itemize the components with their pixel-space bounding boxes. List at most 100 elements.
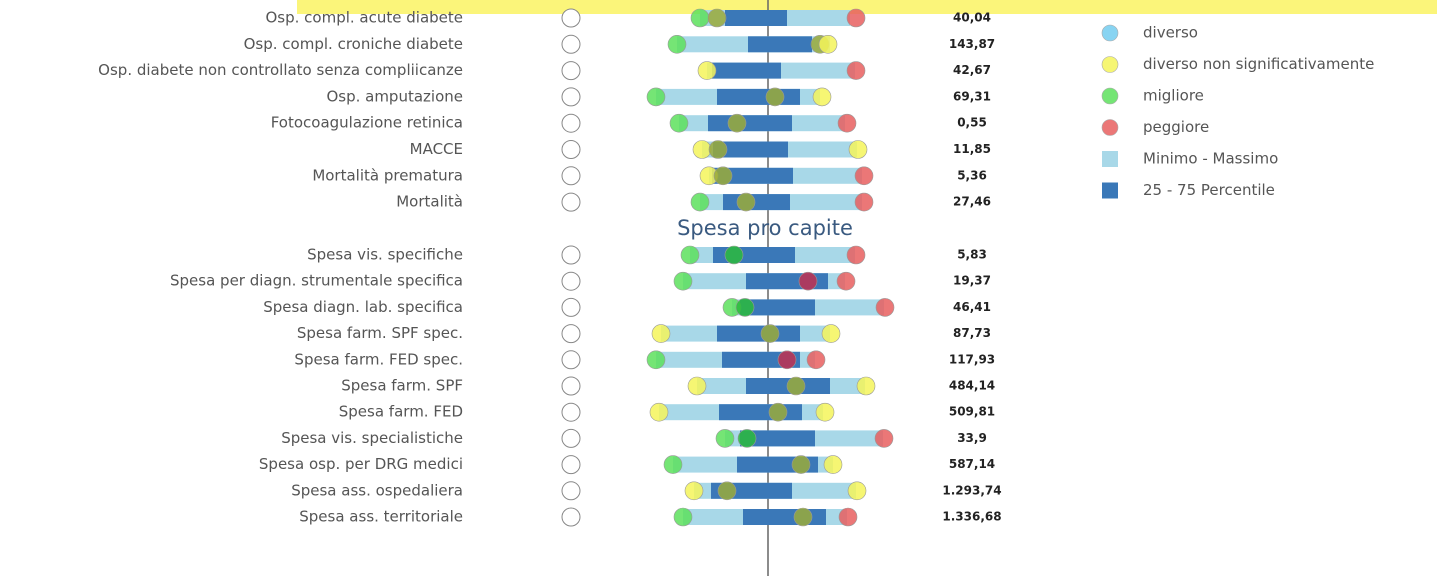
legend-symbol <box>1101 24 1119 42</box>
percentile-bar <box>719 404 802 421</box>
row-toggle[interactable] <box>561 481 581 501</box>
indicator-dot <box>777 350 797 370</box>
percentile-bar <box>717 325 800 342</box>
row-label: MACCE <box>410 140 463 158</box>
indicator-dot <box>818 34 838 54</box>
row-value: 1.336,68 <box>942 510 1001 524</box>
row-label: Osp. compl. acute diabete <box>265 9 463 27</box>
percentile-bar <box>708 115 792 132</box>
legend-label: migliore <box>1143 87 1204 105</box>
row-label: Mortalità prematura <box>312 166 463 184</box>
percentile-bar <box>748 36 812 53</box>
row-value: 42,67 <box>953 63 991 77</box>
indicator-dot <box>669 113 689 133</box>
row-label: Osp. diabete non controllato senza compl… <box>98 61 463 79</box>
indicator-dot <box>846 8 866 28</box>
row-label: Spesa diagn. lab. specifica <box>263 298 463 316</box>
percentile-bar <box>713 141 788 158</box>
indicator-dot <box>697 61 717 80</box>
row-toggle[interactable] <box>561 324 581 344</box>
indicator-dot <box>673 271 693 291</box>
indicator-dot <box>724 245 744 265</box>
row-label: Spesa per diagn. strumentale specifica <box>170 272 463 290</box>
row-toggle[interactable] <box>561 166 581 186</box>
row-value: 40,04 <box>953 11 991 25</box>
indicator-dot <box>690 192 710 212</box>
indicator-dot <box>786 376 806 396</box>
indicator-dot <box>692 140 712 159</box>
row-value: 5,36 <box>957 168 987 182</box>
indicator-dot <box>806 350 826 370</box>
legend-symbol <box>1101 87 1119 105</box>
percentile-bar <box>723 194 790 211</box>
row-toggle[interactable] <box>561 140 581 159</box>
row-value: 484,14 <box>949 379 995 393</box>
legend-symbol <box>1101 56 1119 73</box>
row-toggle[interactable] <box>561 428 581 448</box>
percentile-bar <box>740 299 815 316</box>
indicator-dot <box>649 402 669 422</box>
indicator-dot <box>821 324 841 343</box>
indicator-dot <box>684 481 704 501</box>
indicator-dot <box>690 8 710 28</box>
row-toggle[interactable] <box>561 376 581 396</box>
row-toggle[interactable] <box>561 455 581 475</box>
indicator-dot <box>768 402 788 422</box>
legend-label: diverso <box>1143 24 1198 42</box>
row-value: 11,85 <box>953 142 991 156</box>
row-label: Spesa vis. specifiche <box>307 246 463 264</box>
percentile-bar <box>712 62 781 79</box>
indicator-dot <box>798 271 818 291</box>
indicator-dot <box>847 481 867 501</box>
row-toggle[interactable] <box>561 87 581 107</box>
indicator-dot <box>687 376 707 396</box>
indicator-dot <box>854 166 874 186</box>
row-toggle[interactable] <box>561 507 581 527</box>
row-toggle[interactable] <box>561 192 581 212</box>
percentile-bar <box>725 10 787 26</box>
row-toggle[interactable] <box>561 402 581 422</box>
indicator-dot <box>735 298 755 317</box>
section-title: Spesa pro capite <box>677 216 853 240</box>
indicator-dot <box>848 140 868 159</box>
indicator-dot <box>760 324 780 343</box>
indicator-dot <box>815 402 835 422</box>
indicator-dot <box>737 429 757 448</box>
row-toggle[interactable] <box>561 297 581 317</box>
indicator-dot <box>854 192 874 212</box>
row-toggle[interactable] <box>561 350 581 370</box>
row-label: Spesa osp. per DRG medici <box>259 455 463 473</box>
row-label: Spesa vis. specialistiche <box>281 429 463 447</box>
indicator-dot <box>765 87 785 107</box>
indicator-dot <box>875 298 895 317</box>
indicator-dot <box>646 87 666 107</box>
row-label: Mortalità <box>396 193 463 211</box>
indicator-dot <box>717 481 737 501</box>
indicator-dot <box>646 350 666 370</box>
row-toggle[interactable] <box>561 245 581 265</box>
indicator-dot <box>651 324 671 343</box>
legend-symbol <box>1102 151 1118 167</box>
row-value: 27,46 <box>953 195 991 209</box>
row-value: 117,93 <box>949 352 995 366</box>
percentile-bar <box>717 88 800 105</box>
percentile-bar <box>743 509 826 525</box>
row-toggle[interactable] <box>561 34 581 54</box>
row-toggle[interactable] <box>561 8 581 28</box>
indicator-dot <box>707 8 727 28</box>
indicator-dot <box>838 507 858 527</box>
indicator-dot <box>837 113 857 133</box>
row-toggle[interactable] <box>561 271 581 291</box>
row-value: 143,87 <box>949 37 995 51</box>
row-toggle[interactable] <box>561 113 581 133</box>
legend-label: peggiore <box>1143 118 1209 136</box>
row-label: Spesa farm. FED spec. <box>294 350 463 368</box>
row-label: Osp. amputazione <box>326 87 463 105</box>
indicator-dot <box>715 429 735 448</box>
legend-symbol <box>1102 182 1118 199</box>
row-label: Spesa farm. SPF <box>341 377 463 395</box>
indicator-dot <box>663 455 683 474</box>
row-toggle[interactable] <box>561 61 581 81</box>
legend-label: 25 - 75 Percentile <box>1143 181 1275 199</box>
indicator-dot <box>874 429 894 448</box>
